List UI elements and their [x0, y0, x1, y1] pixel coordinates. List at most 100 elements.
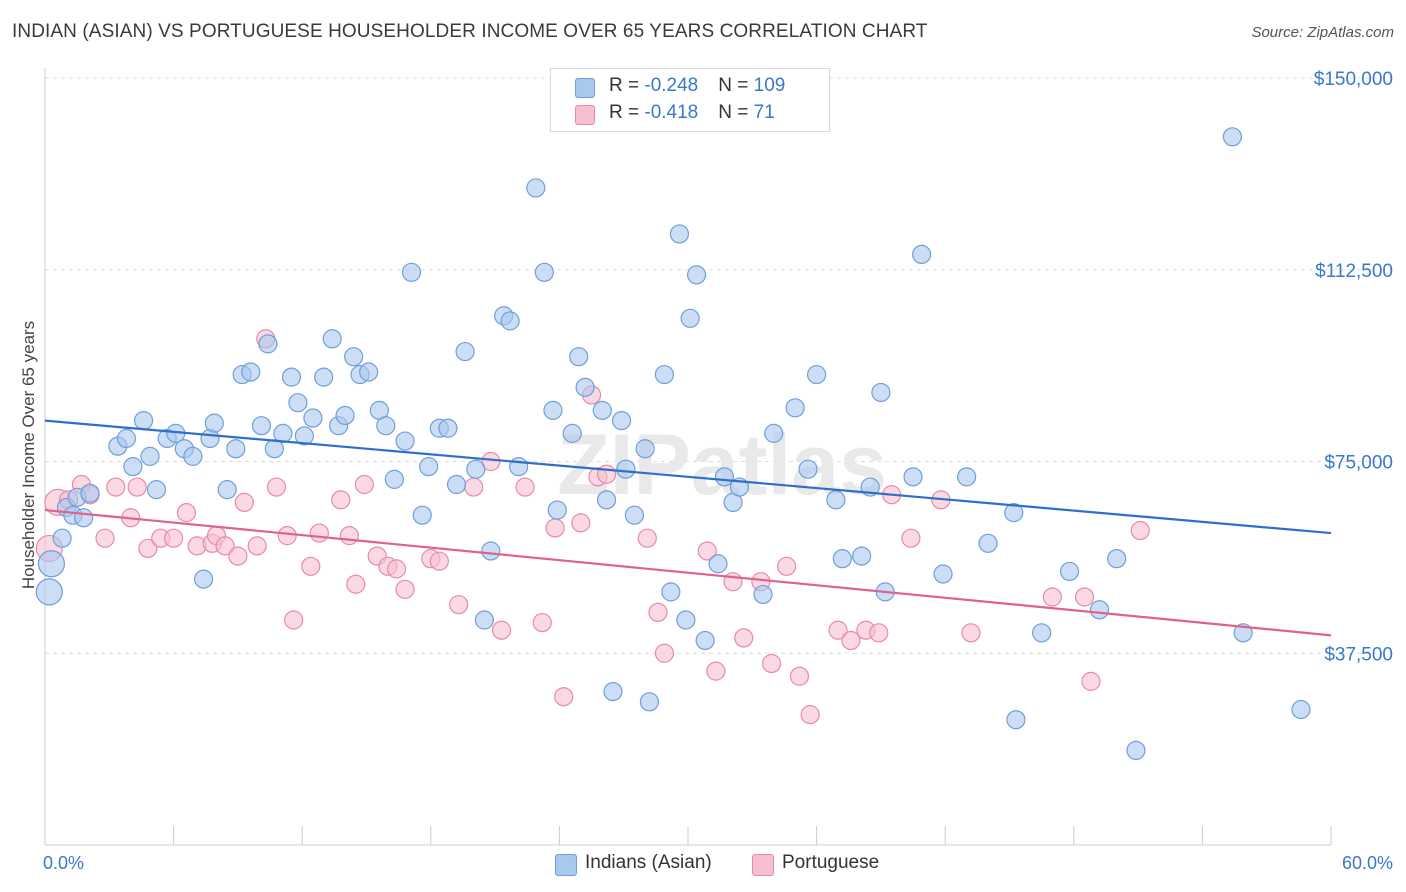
data-point: [978, 533, 998, 553]
data-point: [695, 630, 715, 651]
source-label: Source: ZipAtlas.com: [1251, 24, 1394, 41]
legend-n-label: N =: [718, 75, 754, 96]
data-point: [592, 400, 612, 420]
data-point: [133, 410, 154, 431]
data-point: [455, 341, 475, 362]
data-point: [277, 526, 297, 546]
x-tick-labels: 0.0% 60.0%: [43, 853, 1393, 873]
data-point: [247, 536, 267, 556]
data-point: [466, 459, 486, 479]
chart-title: INDIAN (ASIAN) VS PORTUGUESE HOUSEHOLDER…: [12, 21, 928, 42]
data-point: [258, 334, 278, 354]
data-point: [37, 550, 66, 578]
data-point: [826, 490, 846, 510]
data-point: [637, 528, 657, 548]
data-point: [35, 578, 63, 606]
data-point: [194, 569, 214, 589]
data-point: [596, 490, 617, 510]
data-point: [314, 367, 334, 387]
legend-r-label: R =: [609, 102, 645, 123]
data-point: [1291, 699, 1311, 720]
data-point: [281, 367, 302, 387]
data-point: [449, 595, 469, 615]
data-point: [543, 400, 563, 420]
data-point: [800, 705, 820, 725]
data-point: [73, 508, 94, 528]
data-point: [532, 612, 552, 633]
data-point: [639, 692, 660, 712]
trend-line-portuguese: [44, 508, 1332, 637]
data-point: [785, 398, 805, 418]
data-point: [386, 559, 407, 579]
data-point: [481, 451, 501, 472]
data-point: [228, 546, 248, 566]
data-point: [635, 439, 655, 459]
data-point: [832, 549, 852, 569]
y-tick-label: $150,000: [1314, 69, 1393, 90]
data-point: [1222, 127, 1243, 147]
data-point: [395, 431, 415, 451]
legend-n-label: N =: [718, 102, 754, 123]
data-point: [52, 528, 72, 548]
data-point: [616, 459, 636, 479]
data-point: [419, 457, 439, 477]
data-point: [806, 364, 827, 385]
data-point: [554, 687, 574, 707]
data-point: [234, 492, 254, 513]
data-point: [654, 364, 675, 385]
data-point: [322, 329, 342, 349]
data-point: [723, 572, 743, 592]
data-point: [624, 505, 645, 525]
data-point: [912, 244, 932, 265]
data-point: [217, 480, 237, 500]
y-tick-label: $112,500: [1315, 261, 1393, 282]
data-point: [686, 265, 707, 285]
y-tick-label: $75,000: [1324, 453, 1393, 474]
data-point: [138, 538, 158, 559]
data-point: [429, 551, 449, 571]
data-point: [140, 446, 160, 466]
legend-r-label: R =: [609, 75, 645, 96]
data-point: [331, 490, 351, 510]
data-point: [183, 446, 203, 466]
data-point: [106, 477, 126, 497]
data-point: [901, 528, 921, 548]
data-point: [547, 500, 567, 520]
data-point: [1081, 671, 1101, 691]
data-point: [661, 582, 681, 602]
legend-n-value: 71: [753, 102, 775, 123]
legend-swatch-portuguese: [575, 105, 595, 125]
data-point: [734, 628, 754, 648]
data-point: [789, 666, 810, 686]
data-point: [284, 610, 304, 630]
data-point: [961, 623, 981, 643]
data-point: [204, 413, 224, 433]
data-point: [215, 536, 235, 556]
data-point: [706, 661, 726, 681]
legend-label-indians: Indians (Asian): [585, 852, 712, 873]
data-point: [1032, 623, 1052, 643]
data-point: [764, 423, 784, 443]
data-point: [251, 416, 272, 436]
data-point: [226, 439, 246, 459]
data-point: [309, 523, 329, 543]
data-point: [526, 178, 546, 198]
data-point: [303, 408, 323, 428]
legend-n-value: 109: [753, 75, 786, 96]
data-point: [354, 474, 374, 495]
data-point: [575, 377, 595, 397]
data-point: [534, 262, 554, 282]
x-tick-label: 0.0%: [43, 853, 84, 873]
data-point: [80, 483, 100, 503]
data-point: [753, 584, 773, 605]
data-point: [464, 477, 484, 497]
data-point: [346, 574, 366, 594]
data-point: [438, 418, 458, 438]
data-point: [1059, 561, 1080, 582]
series-legend: Indians (Asian) Portuguese: [0, 852, 1406, 878]
data-point: [1042, 587, 1062, 607]
data-point: [359, 362, 379, 382]
trend-lines: [44, 419, 1332, 637]
legend-swatch-portuguese: [752, 854, 774, 876]
data-point: [680, 308, 700, 328]
